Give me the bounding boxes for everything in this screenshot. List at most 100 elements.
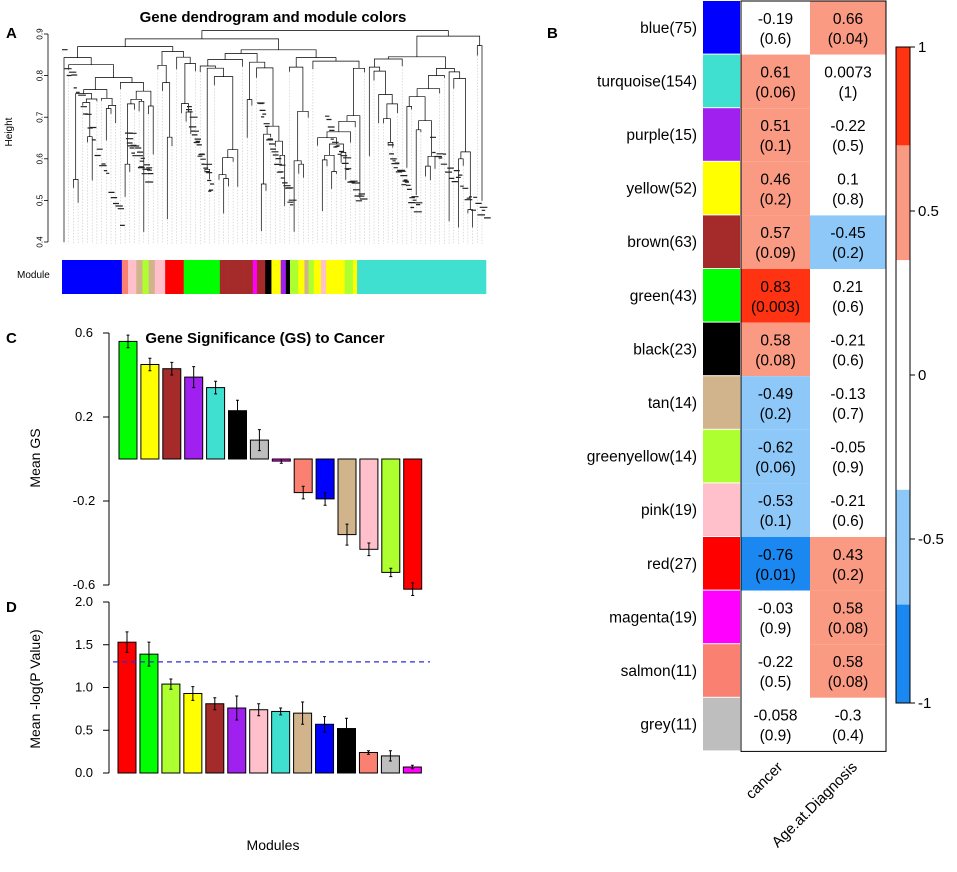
heatmap-cell (741, 376, 810, 430)
dendrogram-tick-label: 0.9 (36, 28, 45, 40)
heatmap-cell-pvalue: (0.1) (760, 138, 792, 155)
gs-error-bar (192, 366, 196, 389)
heatmap-row-swatch (703, 269, 740, 322)
heatmap-row-swatch (703, 215, 740, 268)
gs-error-bar (367, 542, 371, 557)
module-color-segment (256, 260, 266, 294)
module-color-segment (413, 260, 487, 294)
gs-bar-turquoise (206, 387, 226, 460)
dendrogram-title: Gene dendrogram and module colors (140, 9, 407, 26)
module-color-segment (280, 260, 287, 294)
module-color-segment (308, 260, 315, 294)
module-color-segment (128, 260, 137, 294)
gs-bar-tan (337, 458, 357, 536)
colorbar-bin (896, 604, 910, 703)
heatmap-cell (810, 697, 886, 752)
heatmap-cell-pvalue: (0.2) (832, 245, 864, 262)
pv-bar-yellow (183, 692, 203, 774)
heatmap-cell-corr: 0.43 (833, 547, 863, 564)
heatmap-row-swatch (703, 376, 740, 429)
pv-tick-label: 1.0 (75, 680, 93, 695)
module-color-segment (148, 260, 156, 294)
gs-tick-label: 0.2 (75, 409, 93, 424)
heatmap-row-swatch (703, 108, 740, 161)
panel-label-c: C (6, 330, 17, 347)
module-color-segment (228, 260, 235, 294)
dendrogram-tick-label: 0.4 (36, 236, 45, 248)
pv-error-bar (279, 707, 283, 716)
heatmap-row-swatch (703, 322, 740, 376)
heatmap-cell-corr: -0.13 (830, 386, 865, 403)
heatmap-cell-pvalue: (1) (839, 84, 858, 101)
heatmap-cell (741, 590, 810, 645)
heatmap-row-label: brown(63) (627, 234, 697, 251)
heatmap-cell-corr: -0.53 (758, 493, 793, 510)
heatmap-row-label: green(43) (630, 288, 697, 305)
module-color-segment (238, 260, 245, 294)
pv-bar-turquoise (271, 710, 291, 774)
colorbar-bin (896, 145, 910, 261)
gs-y-axis: 0.6 0.2 -0.2 -0.6 (73, 325, 110, 592)
pv-error-bar (366, 750, 370, 755)
heatmap-cell-pvalue: (0.01) (755, 567, 796, 584)
module-color-segment (352, 260, 358, 294)
pv-ylabel: Mean -log(P Value) (27, 629, 43, 748)
heatmap-cell-corr: 0.61 (760, 64, 790, 81)
heatmap-cell-pvalue: (0.6) (832, 299, 864, 316)
pv-tick-label: 0.0 (75, 765, 93, 780)
module-color-segment (304, 260, 309, 294)
heatmap-row-label: magenta(19) (609, 609, 697, 626)
gs-error-bar (170, 361, 174, 376)
dendrogram-branches (63, 30, 483, 242)
heatmap-cell-pvalue: (0.6) (760, 31, 792, 48)
module-color-segment (121, 260, 129, 294)
gs-bar-yellow (140, 364, 160, 460)
gs-error-bar (389, 567, 393, 578)
module-color-segment (326, 260, 345, 294)
heatmap-cell (741, 54, 810, 109)
heatmap-cell (810, 644, 886, 698)
dendrogram-tick-label: 0.8 (36, 69, 45, 81)
heatmap-cell (810, 1, 886, 55)
heatmap-cell-pvalue: (0.9) (760, 620, 792, 637)
heatmap-cell (741, 697, 810, 752)
heatmap-row-swatch (703, 161, 740, 215)
gs-tick-label: -0.6 (73, 577, 95, 592)
heatmap-cell-pvalue: (0.08) (755, 352, 796, 369)
heatmap-cell (810, 269, 886, 323)
dendrogram-cluster (388, 144, 423, 213)
dendrogram-tree (62, 30, 491, 244)
heatmap-cell-pvalue: (0.7) (832, 406, 864, 423)
pv-error-bar (388, 750, 392, 762)
heatmap-row-label: salmon(11) (621, 663, 697, 680)
heatmap-cell (810, 537, 886, 591)
pv-bars (117, 631, 422, 774)
gs-error-bar (279, 458, 283, 464)
pv-bar-brown (205, 703, 225, 774)
heatmap-cell-corr: -0.62 (758, 440, 793, 457)
pv-error-bar (323, 716, 327, 733)
dendrogram-leaf-drops (63, 55, 483, 244)
gs-bars (118, 334, 423, 596)
heatmap-cell (741, 161, 810, 216)
heatmap-cell (741, 215, 810, 269)
heatmap-cell-pvalue: (0.06) (755, 84, 796, 101)
heatmap-cell (741, 483, 810, 537)
pv-error-bar (235, 695, 239, 721)
module-color-segment (285, 260, 291, 294)
colorbar-tick-label: 0 (918, 367, 926, 384)
heatmap-cell (741, 1, 810, 55)
heatmap-row-swatch (703, 483, 740, 536)
heatmap-cell (741, 269, 810, 323)
heatmap-cell (741, 429, 810, 484)
pv-error-bar (147, 641, 151, 667)
heatmap-cell-corr: -0.45 (830, 225, 865, 242)
heatmap-row-label: purple(15) (626, 127, 697, 144)
heatmap: blue(75) -0.19 (0.6) 0.66 (0.04) turquoise(15… (587, 0, 887, 851)
gs-bar-red (403, 458, 423, 590)
colorbar-tick-label: -0.5 (918, 531, 944, 548)
heatmap-cell (741, 537, 810, 591)
dendrogram-cluster (257, 102, 297, 206)
pv-tick-label: 2.0 (75, 594, 93, 609)
